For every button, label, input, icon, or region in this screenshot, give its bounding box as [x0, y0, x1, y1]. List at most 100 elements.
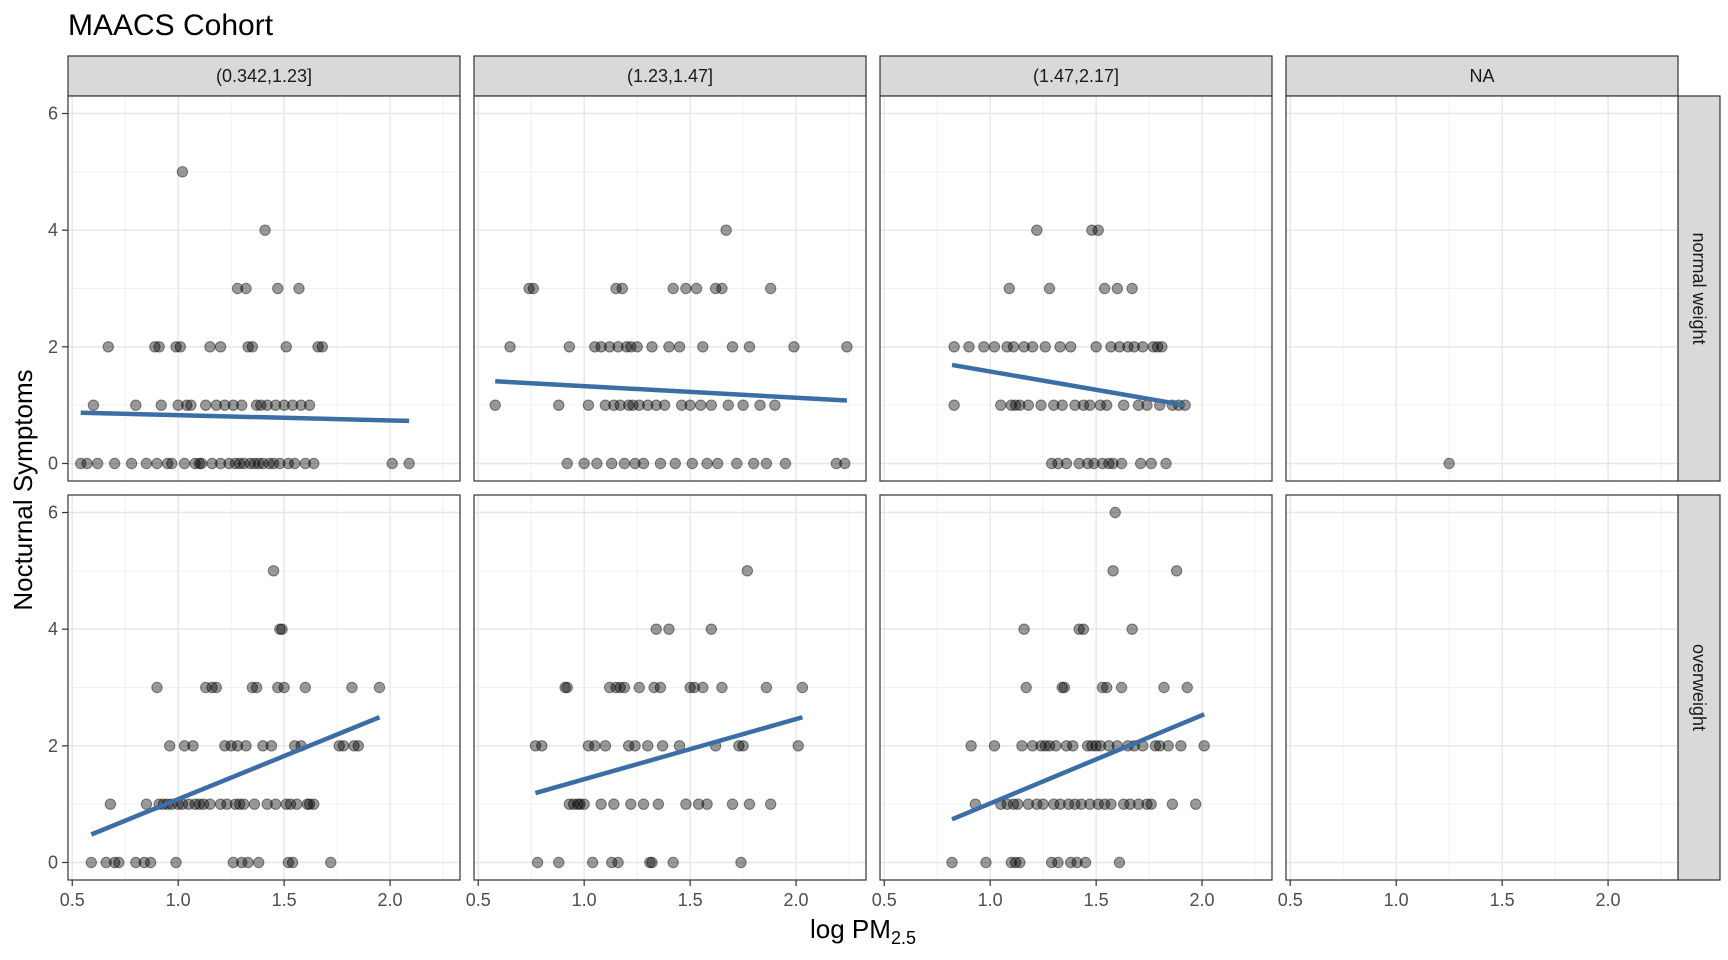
data-point — [140, 457, 153, 470]
data-point — [1069, 798, 1081, 810]
data-point — [988, 740, 1001, 752]
data-point — [1117, 399, 1130, 411]
data-point — [792, 740, 804, 752]
data-point — [200, 681, 212, 694]
data-point — [622, 740, 635, 752]
data-point — [284, 798, 297, 810]
row-strip-label: normal weight — [1689, 232, 1709, 344]
data-point — [1007, 798, 1020, 810]
x-tick-label: 1.5 — [1490, 890, 1515, 910]
data-point — [561, 457, 573, 470]
data-point — [278, 399, 290, 411]
data-point — [1048, 798, 1060, 810]
data-point — [238, 457, 250, 470]
data-point — [223, 457, 235, 470]
data-point — [286, 399, 299, 411]
data-point — [680, 798, 692, 810]
data-point — [754, 399, 766, 411]
data-point — [627, 399, 639, 411]
data-point — [102, 341, 114, 353]
data-point — [155, 399, 167, 411]
data-point — [1020, 681, 1032, 694]
data-point — [91, 457, 104, 470]
data-point — [705, 399, 718, 411]
data-point — [1113, 341, 1126, 353]
data-point — [210, 399, 223, 411]
data-point — [737, 399, 749, 411]
data-point — [269, 798, 282, 810]
data-point — [701, 457, 713, 470]
x-tick-label: 0.5 — [60, 890, 85, 910]
data-point — [1077, 623, 1090, 635]
regression-line — [534, 715, 804, 796]
data-point — [253, 856, 265, 869]
data-point — [680, 282, 692, 295]
data-point — [1149, 740, 1162, 752]
data-point — [642, 740, 654, 752]
column-strip-label: (1.23,1.47] — [627, 66, 713, 86]
data-point — [161, 457, 174, 470]
data-point — [839, 457, 851, 470]
data-point — [125, 457, 138, 470]
data-point — [1016, 740, 1028, 752]
data-point — [1126, 623, 1138, 635]
data-point — [373, 681, 386, 694]
data-point — [561, 681, 573, 694]
data-point — [572, 798, 584, 810]
data-point — [195, 457, 208, 470]
data-point — [250, 399, 263, 411]
panel-na-overweight: 0.5 1.0 1.5 2.0 — [1278, 494, 1679, 910]
data-point — [995, 399, 1007, 411]
data-point — [796, 681, 809, 694]
column-strip-1-23-1-47 — [473, 55, 867, 97]
data-point — [523, 282, 535, 295]
column-strip-label: NA — [1469, 66, 1494, 86]
data-point — [633, 681, 645, 694]
data-point — [1098, 282, 1111, 295]
data-point — [1014, 856, 1026, 869]
y-tick-label: 6 — [48, 104, 58, 124]
data-point — [1086, 224, 1098, 236]
data-point — [733, 740, 745, 752]
data-point — [1052, 856, 1064, 869]
data-point — [603, 681, 616, 694]
regression-line — [80, 410, 410, 424]
data-point — [1073, 623, 1085, 635]
data-point — [830, 457, 843, 470]
data-point — [988, 341, 1001, 353]
data-point — [108, 856, 121, 869]
data-point — [303, 399, 316, 411]
data-point — [166, 457, 178, 470]
data-point — [731, 457, 743, 470]
data-point — [299, 681, 312, 694]
data-point — [965, 740, 977, 752]
data-point — [589, 740, 601, 752]
data-point — [1117, 798, 1130, 810]
data-point — [178, 740, 191, 752]
data-point — [187, 740, 199, 752]
data-point — [722, 399, 734, 411]
data-point — [204, 798, 216, 810]
data-point — [667, 856, 679, 869]
data-point — [1054, 798, 1066, 810]
data-point — [170, 341, 182, 353]
data-point — [261, 798, 273, 810]
data-point — [1067, 740, 1079, 752]
data-point — [299, 457, 312, 470]
data-point — [743, 798, 756, 810]
y-tick-label: 4 — [48, 619, 58, 639]
data-point — [1198, 740, 1210, 752]
data-point — [170, 856, 182, 869]
data-point — [1147, 341, 1160, 353]
data-point — [574, 798, 586, 810]
data-point — [563, 798, 576, 810]
data-point — [567, 798, 580, 810]
data-point — [1126, 282, 1138, 295]
data-point — [536, 740, 548, 752]
data-point — [214, 457, 227, 470]
panel-border — [473, 95, 867, 482]
data-point — [1035, 399, 1047, 411]
data-point — [214, 341, 227, 353]
x-axis-label-main: log PM — [810, 914, 891, 944]
data-point — [153, 341, 165, 353]
